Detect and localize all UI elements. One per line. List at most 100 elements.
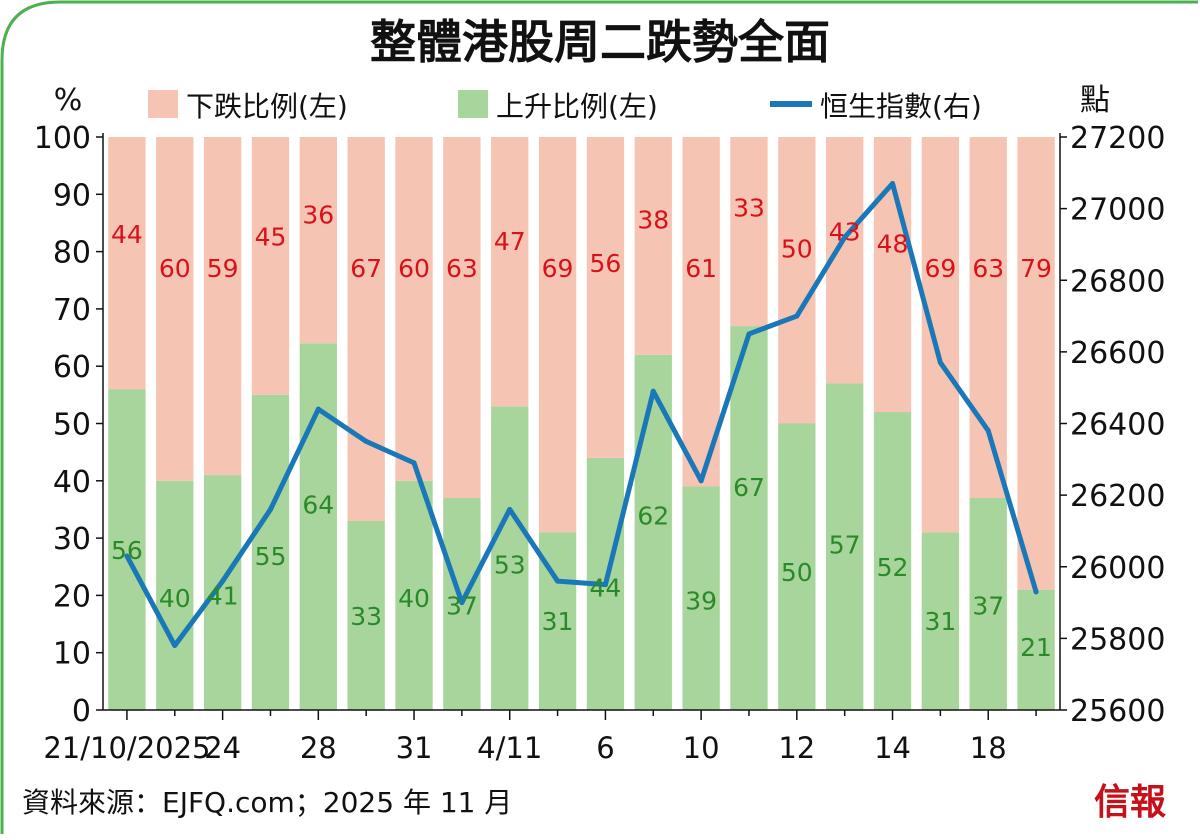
down-value-label: 79 — [1020, 254, 1052, 283]
up-value-label: 37 — [972, 592, 1004, 621]
index-point — [746, 331, 752, 337]
x-axis-tick-label: 18 — [970, 731, 1007, 765]
left-axis-tick-label: 10 — [53, 637, 91, 672]
up-value-label: 31 — [924, 607, 956, 636]
right-axis-tick-label: 26000 — [1070, 551, 1165, 586]
down-bar — [969, 137, 1007, 498]
left-axis-tick-label: 70 — [53, 293, 91, 328]
index-point — [937, 360, 943, 366]
down-bar — [203, 137, 242, 476]
down-bar — [1017, 137, 1055, 590]
index-point — [985, 428, 991, 434]
up-value-label: 62 — [637, 502, 669, 531]
up-value-label: 53 — [494, 550, 526, 579]
up-bar — [395, 480, 433, 710]
up-bar — [156, 480, 194, 710]
source-note: 資料來源：EJFQ.com；2025 年 11 月 — [22, 786, 512, 819]
x-axis-tick-label: 31 — [396, 731, 433, 765]
right-axis-tick-label: 26800 — [1070, 264, 1165, 299]
x-axis-tick-label: 6 — [596, 731, 614, 765]
down-value-label: 60 — [398, 254, 430, 283]
up-value-label: 56 — [111, 536, 143, 565]
index-point — [890, 181, 896, 187]
x-axis-tick-label: 10 — [683, 731, 720, 765]
right-axis-tick-label: 27000 — [1070, 193, 1165, 228]
down-value-label: 33 — [733, 193, 765, 222]
up-bar — [921, 532, 960, 710]
down-value-label: 69 — [924, 254, 956, 283]
up-value-label: 40 — [159, 584, 191, 613]
index-point — [411, 460, 417, 466]
up-value-label: 52 — [877, 553, 909, 582]
x-axis-tick-label: 28 — [300, 731, 337, 765]
down-bar — [108, 137, 146, 390]
up-value-label: 44 — [590, 574, 622, 603]
up-bar — [778, 423, 816, 710]
up-value-label: 33 — [350, 602, 382, 631]
left-axis-tick-label: 80 — [53, 236, 91, 271]
index-point — [459, 600, 465, 606]
index-point — [1033, 589, 1039, 595]
data-labels-layer: 44 56 60 40 59 41 45 55 36 64 67 33 60 40 63 37 47 53 69 31… — [111, 193, 1052, 661]
left-axis-tick-label: 0 — [72, 694, 91, 729]
right-axis-tick-label: 26600 — [1070, 336, 1165, 371]
down-value-label: 63 — [972, 254, 1004, 283]
up-bar — [299, 343, 337, 710]
index-point — [172, 643, 178, 649]
legend: 下跌比例(左) 上升比例(左) 恒生指數(右) — [148, 90, 982, 123]
down-bar — [634, 137, 672, 355]
down-bar — [299, 137, 337, 344]
chart-title: 整體港股周二跌勢全面 — [370, 15, 830, 69]
x-axis-tick-label: 4/11 — [477, 731, 542, 765]
up-bar — [969, 497, 1007, 710]
right-axis-tick-label: 25800 — [1070, 622, 1165, 657]
index-point — [842, 234, 848, 240]
index-point — [363, 438, 369, 444]
down-bar — [873, 137, 912, 413]
up-bar — [491, 406, 529, 710]
down-value-label: 50 — [781, 234, 813, 263]
legend-down-label: 下跌比例(左) — [186, 90, 348, 123]
legend-up-swatch — [458, 90, 488, 118]
left-axis-unit: % — [54, 83, 83, 118]
down-bar — [921, 137, 960, 533]
x-axis-tick-label: 21/10/2025 — [43, 731, 210, 765]
down-bar — [682, 137, 720, 487]
x-axis-tick-label: 24 — [204, 731, 241, 765]
down-bar — [156, 137, 194, 481]
up-bar — [108, 389, 146, 710]
index-point — [267, 506, 273, 512]
x-axis-tick-label: 14 — [874, 731, 911, 765]
legend-down-swatch — [148, 90, 178, 118]
left-axis-tick-label: 20 — [53, 579, 91, 614]
left-axis-tick-label: 60 — [53, 350, 91, 385]
up-value-label: 21 — [1020, 633, 1052, 662]
up-value-label: 55 — [255, 542, 287, 571]
right-axis-tick-label: 27200 — [1070, 121, 1165, 156]
down-value-label: 44 — [111, 220, 143, 249]
down-value-label: 38 — [637, 205, 669, 234]
up-value-label: 31 — [542, 607, 574, 636]
right-axis-tick-label: 26400 — [1070, 408, 1165, 443]
down-bar — [347, 137, 385, 521]
down-value-label: 69 — [542, 254, 574, 283]
index-point — [507, 506, 513, 512]
up-bar — [826, 383, 864, 710]
left-axis-tick-label: 90 — [53, 178, 91, 213]
x-axis-tick-label: 12 — [778, 731, 815, 765]
up-bar — [251, 394, 290, 710]
down-bar — [395, 137, 433, 481]
index-point — [794, 313, 800, 319]
down-bar — [586, 137, 625, 458]
brand-logo: 信報 — [1094, 781, 1166, 823]
index-line — [124, 181, 1039, 649]
index-point — [698, 478, 704, 484]
down-value-label: 48 — [877, 230, 909, 259]
right-axis-tick-label: 25600 — [1070, 694, 1165, 729]
down-value-label: 47 — [494, 227, 526, 256]
legend-index-label: 恒生指數(右) — [820, 90, 982, 123]
up-bar — [634, 354, 672, 710]
